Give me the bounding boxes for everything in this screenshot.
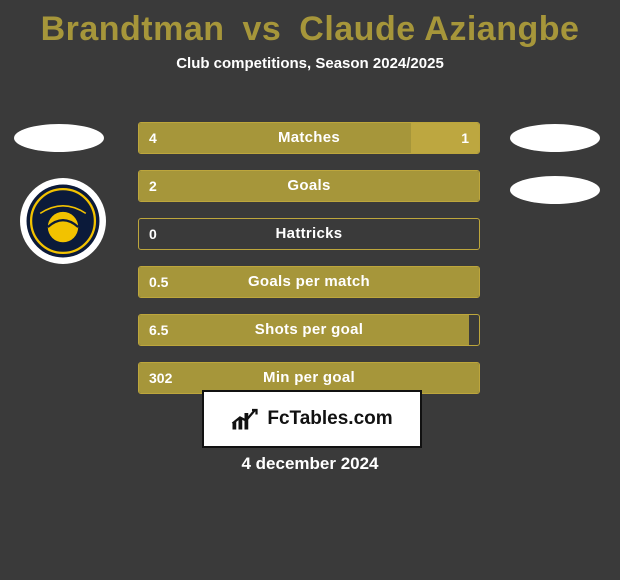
player2-name: Claude Aziangbe <box>299 10 579 48</box>
stat-row: 2Goals <box>138 170 480 202</box>
stat-label: Hattricks <box>139 219 479 249</box>
mariners-badge-icon <box>25 183 101 259</box>
comparison-card: Brandtman vs Claude Aziangbe Club compet… <box>0 0 620 580</box>
player1-name: Brandtman <box>41 10 225 48</box>
stat-row: 0Hattricks <box>138 218 480 250</box>
brand-footer: FcTables.com <box>202 390 422 448</box>
stat-label: Min per goal <box>139 363 479 393</box>
page-title: Brandtman vs Claude Aziangbe <box>0 0 620 49</box>
stat-label: Goals <box>139 171 479 201</box>
stat-label: Goals per match <box>139 267 479 297</box>
fctables-logo-icon <box>231 407 261 431</box>
stat-bars: 41Matches 2Goals 0Hattricks 0.5Goals per ma… <box>138 122 480 410</box>
brand-text: FcTables.com <box>267 408 392 430</box>
player1-club-badge <box>20 178 106 264</box>
stat-label: Shots per goal <box>139 315 479 345</box>
stat-label: Matches <box>139 123 479 153</box>
stat-row: 6.5Shots per goal <box>138 314 480 346</box>
vs-label: vs <box>242 10 281 48</box>
date-label: 4 december 2024 <box>0 454 620 474</box>
stat-row: 0.5Goals per match <box>138 266 480 298</box>
subtitle: Club competitions, Season 2024/2025 <box>0 55 620 72</box>
player2-avatar-placeholder <box>510 124 600 152</box>
player2-club-placeholder <box>510 176 600 204</box>
player1-avatar-placeholder <box>14 124 104 152</box>
stat-row: 41Matches <box>138 122 480 154</box>
